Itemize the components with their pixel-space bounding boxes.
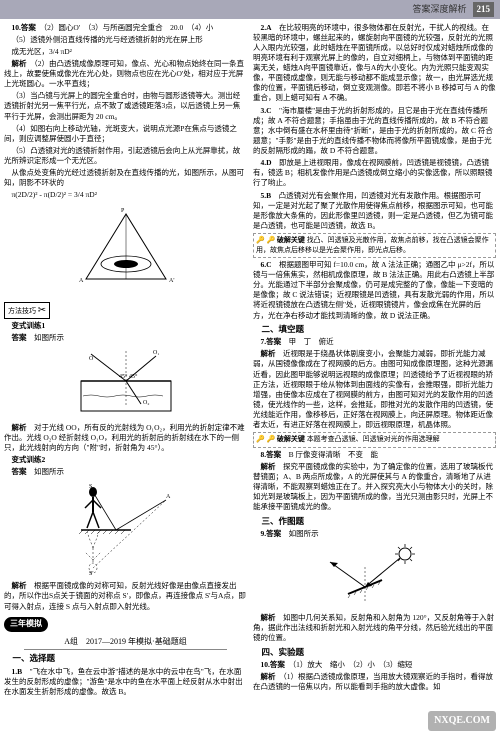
svg-text:A': A': [169, 278, 174, 284]
expl-label: 解析: [12, 59, 27, 68]
key-tip-2: 🔑 🔑 破解关键 本题考查凸透镜、凹透镜对光的作用选理解: [253, 432, 496, 447]
exp-title: 四、实验题: [253, 647, 496, 658]
q5b-label: 5.B: [261, 191, 272, 200]
draw-title: 三、作图题: [253, 516, 496, 527]
svg-text:P: P: [121, 208, 125, 214]
q7-ans: 甲 丁 俯近: [289, 337, 334, 346]
key-text-2: 本题考查凸透镜、凹透镜对光的作用选理解: [307, 435, 440, 443]
svg-text:S: S: [89, 484, 92, 490]
q10-formula: 成无光区，3/4 πD²: [4, 47, 247, 57]
key-label-2: 🔑 破解关键: [266, 435, 304, 443]
q3c-label: 3.C: [261, 106, 272, 115]
var1-expl-label: 解析: [12, 423, 27, 432]
page-header: 答案深度解析 215: [0, 0, 500, 19]
var2-ans-label: 答案: [12, 467, 27, 476]
mirror-diagram: S A S': [4, 480, 247, 578]
q10-p3: （3）当凸镜与光屏上的圆完全重合时，由物与圆形透镜等大。测出经透镜折射光另一焦平…: [4, 91, 247, 121]
divider-line: [24, 649, 227, 650]
group-a-header: A组 2017—2019 年模拟·基础题组: [4, 637, 247, 648]
fill-title: 二、填空题: [253, 324, 496, 335]
q5b-text: 凸透镜对光有会聚作用，凹透镜对光有发散作用。根据图示可知，一定是对光起了聚了光散…: [253, 191, 493, 230]
svg-text:45°: 45°: [129, 373, 138, 380]
method-box: 方法技巧 ✂: [4, 302, 50, 320]
q10-p4: （4）如图右向上移动光轴，光斑变大，说明点光源P在焦点与透镜之间，则应调整屏使圆…: [4, 124, 247, 144]
sun-reflection-diagram: [253, 542, 496, 610]
q9-expl: 如图中几何关系知，反射角和入射角为 120°，又反射角等于入射角，据此作出法线和…: [253, 613, 494, 642]
key-tip-1: 🔑 🔑 破解关键 找凸、凹透镜及光散作用，故焦点前移，找在凸透镜会聚作用，故焦点…: [253, 233, 496, 258]
page-number: 215: [473, 2, 495, 17]
q10r-label: 10.答案: [261, 660, 285, 669]
q1b-label: 1.B: [12, 667, 23, 676]
q8-label: 8.答案: [261, 450, 282, 459]
var2-expl-label: 解析: [12, 581, 27, 590]
q2a-label: 2.A: [261, 23, 272, 32]
var1-ans-label: 答案: [12, 333, 27, 342]
key-label-1: 🔑 破解关键: [266, 236, 304, 244]
svg-text:45°: 45°: [119, 373, 128, 380]
var2-expl: 根据平面镜成像的对称可知，反射光线好像是由像点直接发出的，所以作出S点关于镜面的…: [4, 581, 246, 610]
q9-expl-label: 解析: [261, 613, 276, 622]
select-title: 一、选择题: [4, 653, 247, 664]
q1b-text: "飞在水中飞，鱼在云中游"描述的是水中的云中在鸟"飞，在水面发生的反射形成的虚像…: [4, 667, 243, 696]
q2a-text: 在比较明亮的环境中，很多物体都在反射光，干扰人的视线。在较黑暗的环境中，螺丝起来…: [253, 23, 496, 103]
q10-label: 10.答案: [12, 23, 36, 32]
key-icon-2: 🔑: [256, 435, 265, 443]
cone-diagram: P A A': [4, 204, 247, 297]
q10-ans: （2）圆心O' （3）与所画圆完全重合 20.0 （4）小: [43, 23, 213, 32]
q10-p5: （5）凸透镜对光的透镜折射作用，引起透镜后会向上从光屏靠扰，故光所辨识定形成一个…: [4, 146, 247, 166]
svg-text:S': S': [89, 571, 93, 575]
q8-expl: 探究平面镜成像的实验中，为了确定像的位置，选用了玻璃板代替镜面；A、B 两点所成…: [253, 462, 493, 512]
svg-text:O₂: O₂: [143, 400, 149, 406]
q10-p6: 从像点处变焦的光经过透镜折射及在直线传播的光，如图所示，从图可知，阴影不环状的: [4, 168, 247, 188]
q10r-expl-label: 解析: [261, 672, 276, 681]
scissors-icon: ✂: [38, 305, 46, 316]
var1-label: 变式训练1: [4, 321, 247, 331]
q6c-text: 根据题图甲可知 f=10.0 cm，故 A 法法正确；通图乙中 μ>2f，所以镜…: [253, 260, 494, 320]
q10-ans2: （5）透镜外侧沿直线传播的光与经透镜折射的光在屏上形: [4, 35, 247, 45]
header-title: 答案深度解析: [412, 3, 466, 16]
left-column: 10.答案 （2）圆心O' （3）与所画圆完全重合 20.0 （4）小 （5）透…: [4, 23, 247, 700]
q4d-text: 即放是上进视眼用，像成在视网膜前，凹透镜是视镜镜，凸透镜有，镜选 B；相机发像作…: [253, 158, 492, 187]
q8-expl-label: 解析: [261, 462, 276, 471]
var1-expl: 对于光线 OO，所有反的光射线为 O₁O₂，利用光的折射定律不难作出。光线 O₂…: [4, 423, 245, 452]
three-year-bar: 三年模拟: [4, 617, 48, 632]
q10-formula2: π(2D/2)² - π(D/2)² = 3/4 πD²: [4, 190, 247, 200]
var2-label: 变式训练2: [4, 455, 247, 465]
svg-text:O: O: [89, 356, 94, 362]
q6c-label: 6.C: [261, 260, 272, 269]
q10-expl: （2）由凸透镜成像原理可知，像点、光心和物点始终在同一条直线上，故要使焦或像光在…: [4, 59, 244, 88]
q7-expl-label: 解析: [261, 349, 276, 358]
key-icon: 🔑: [256, 236, 265, 244]
q8-ans: B 厅像变得清晰 不变 能: [289, 450, 378, 459]
watermark: NXQE.COM: [428, 711, 496, 731]
q9-ans: 如图所示: [289, 529, 319, 538]
q3c-text: "海市蜃楼"是由于光的折射形成的，且它是由于光在直线传播所成；故 A 不符合题意…: [253, 106, 493, 156]
content-area: 10.答案 （2）圆心O' （3）与所画圆完全重合 20.0 （4）小 （5）透…: [0, 19, 500, 704]
svg-text:O₁: O₁: [153, 350, 159, 356]
var1-ans: 如图所示: [34, 333, 64, 342]
refraction-diagram-1: O 45° 45° O₁ O₂: [4, 346, 247, 419]
var2-ans: 如图所示: [34, 467, 64, 476]
q7-expl: 近视眼是于绕晶状体剧度变小，会聚能力减弱，即折光能力减弱，从国镜像像成在了视网膜…: [253, 349, 493, 429]
q7-label: 7.答案: [261, 337, 282, 346]
q10r-expl: （1）根据凸透镜成像原理，当用放大镜观察近的手指时，看得放在凸透镜的一倍焦以内，…: [253, 672, 493, 691]
right-column: 2.A 在比较明亮的环境中，很多物体都在反射光，干扰人的视线。在较黑暗的环境中，…: [253, 23, 496, 700]
q9-label: 9.答案: [261, 529, 282, 538]
svg-text:A: A: [166, 494, 171, 500]
q10r-ans: （1）放大 缩小 （2）小 （3）缩短: [292, 660, 412, 669]
svg-text:A: A: [79, 278, 84, 284]
method-label: 方法技巧: [8, 307, 36, 315]
q4d-label: 4.D: [261, 158, 272, 167]
